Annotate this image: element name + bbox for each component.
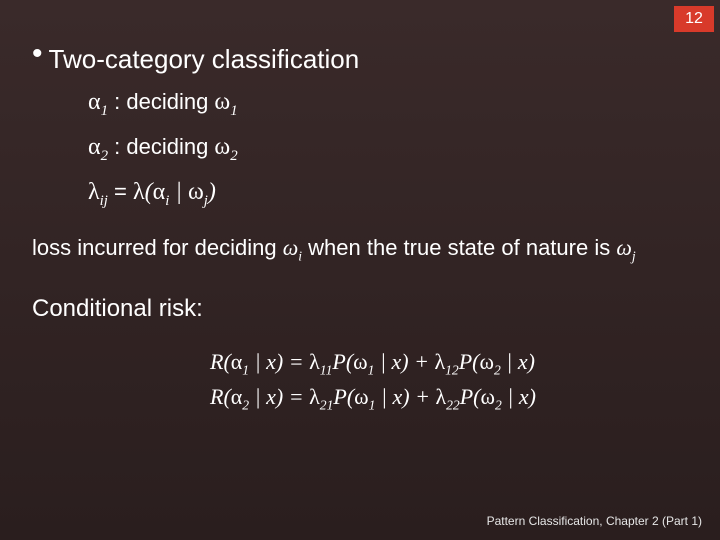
- omega-symbol: ω: [214, 89, 230, 115]
- risk-eq-2: R(α2 | x) = λ21P(ω1 | x) + λ22P(ω2 | x): [210, 384, 690, 413]
- alpha-symbol2: α: [88, 134, 101, 160]
- rparen: ): [208, 179, 216, 205]
- alpha-symbol3: α: [153, 179, 166, 205]
- a1r: α: [231, 349, 243, 374]
- sub-ij: ij: [100, 192, 108, 208]
- xc1: | x) =: [249, 349, 309, 374]
- sub-2: 2: [101, 148, 108, 164]
- xc3b: | x): [502, 384, 536, 409]
- R1: R(: [210, 349, 231, 374]
- ws22: 2: [495, 398, 502, 413]
- bar: |: [169, 179, 188, 205]
- P21: P(: [333, 384, 354, 409]
- slide-title: Two-category classification: [49, 44, 360, 75]
- lam22: λ: [435, 384, 446, 409]
- risk-eq-1: R(α1 | x) = λ11P(ω1 | x) + λ12P(ω2 | x): [210, 349, 690, 378]
- alpha-symbol: α: [88, 89, 101, 115]
- slide: 12 • Two-category classification α1 : de…: [0, 0, 720, 540]
- lambda-symbol: λ: [88, 179, 100, 205]
- s12: 12: [445, 362, 459, 377]
- P12: P(: [459, 349, 480, 374]
- equals: =: [108, 179, 133, 204]
- sub-2b: 2: [230, 148, 237, 164]
- s22: 22: [446, 398, 460, 413]
- lambda-symbol2: λ: [133, 179, 145, 205]
- sub-j2: j: [632, 249, 636, 264]
- sub-1b: 1: [230, 103, 237, 119]
- loss-description: loss incurred for deciding ωi when the t…: [32, 235, 690, 264]
- w11: ω: [353, 349, 367, 374]
- lam12: λ: [434, 349, 445, 374]
- footer-text: Pattern Classification, Chapter 2 (Part …: [487, 514, 702, 528]
- lam21: λ: [309, 384, 320, 409]
- bullet-icon: •: [32, 44, 43, 64]
- s11: 11: [320, 362, 333, 377]
- deciding-text: : deciding: [108, 89, 214, 114]
- lambda-line: λij = λ(αi | ωj): [88, 179, 690, 210]
- ws12: 2: [494, 362, 501, 377]
- conditional-risk-label: Conditional risk:: [32, 295, 690, 323]
- omega-symbol2: ω: [214, 134, 230, 160]
- page-number-badge: 12: [674, 6, 714, 32]
- sub-1: 1: [101, 103, 108, 119]
- xc2b: | x) +: [375, 384, 435, 409]
- title-row: • Two-category classification: [30, 44, 690, 75]
- lparen: (: [145, 179, 153, 205]
- omega-j: ω: [616, 235, 632, 260]
- w12: ω: [480, 349, 494, 374]
- deciding-text2: : deciding: [108, 134, 214, 159]
- omega-symbol3: ω: [188, 179, 204, 205]
- alpha1-line: α1 : deciding ω1: [88, 89, 690, 120]
- P22: P(: [460, 384, 481, 409]
- risk-equations: R(α1 | x) = λ11P(ω1 | x) + λ12P(ω2 | x) …: [30, 349, 690, 414]
- s21: 21: [320, 398, 334, 413]
- loss-mid: when the true state of nature is: [302, 235, 616, 260]
- omega-i: ω: [283, 235, 299, 260]
- xc3: | x): [501, 349, 535, 374]
- content-area: • Two-category classification α1 : decid…: [0, 0, 720, 424]
- a2r: α: [231, 384, 243, 409]
- w21: ω: [354, 384, 368, 409]
- alpha2-line: α2 : deciding ω2: [88, 134, 690, 165]
- w22: ω: [481, 384, 495, 409]
- R2: R(: [210, 384, 231, 409]
- P11: P(: [332, 349, 353, 374]
- xc1b: | x) =: [249, 384, 309, 409]
- lam11: λ: [309, 349, 320, 374]
- loss-pre: loss incurred for deciding: [32, 235, 283, 260]
- xc2: | x) +: [374, 349, 434, 374]
- page-number: 12: [685, 10, 703, 28]
